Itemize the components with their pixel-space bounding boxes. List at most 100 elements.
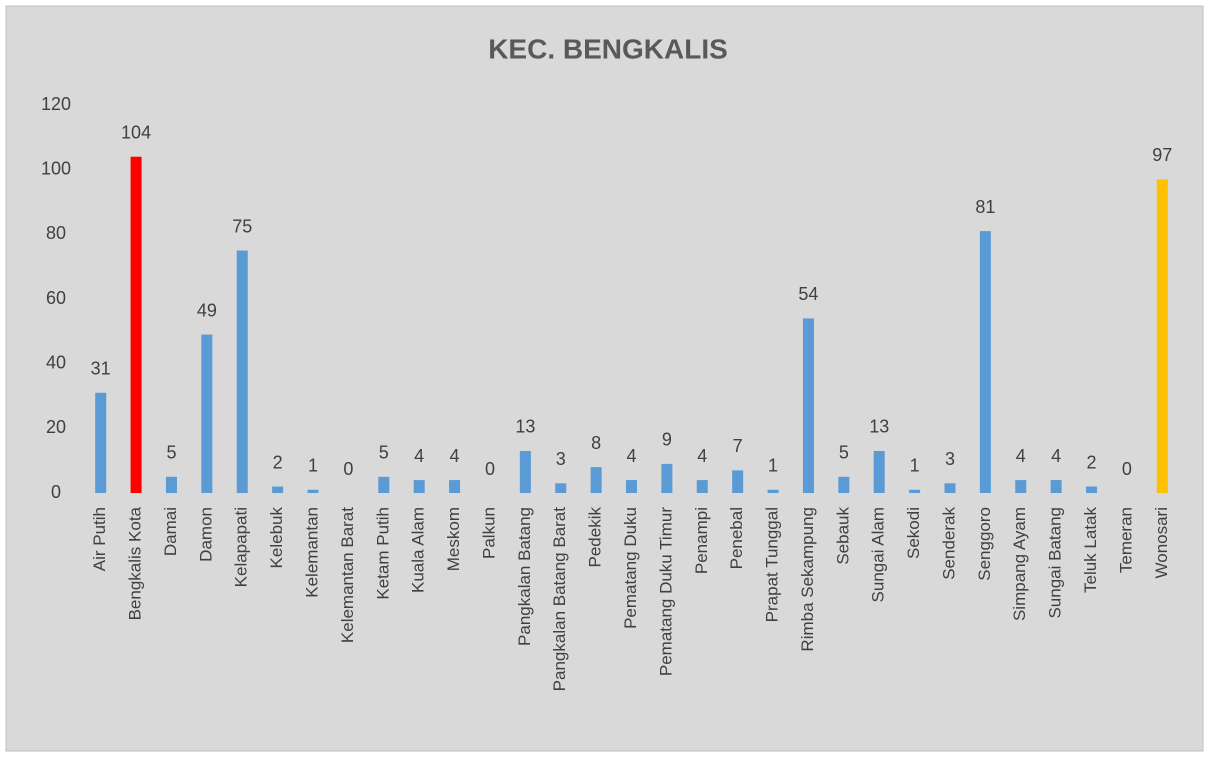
y-tick-label: 120 xyxy=(41,94,71,114)
bar xyxy=(1086,486,1098,493)
x-tick-label: Temeran xyxy=(1116,507,1135,573)
x-tick-label: Sekodi xyxy=(904,507,923,559)
x-tick-label: Kelemantan Barat xyxy=(338,507,357,643)
bar xyxy=(767,489,779,493)
data-label: 8 xyxy=(591,433,601,453)
x-tick-label: Penampi xyxy=(692,507,711,574)
bar xyxy=(732,470,744,493)
y-tick-label: 0 xyxy=(51,482,61,502)
data-label: 2 xyxy=(1087,452,1097,472)
bar xyxy=(873,450,885,493)
x-tick-label: Pangkalan Batang xyxy=(515,507,534,646)
data-label: 4 xyxy=(697,446,707,466)
x-tick-label: Meskom xyxy=(444,507,463,571)
x-tick-label: Bengkalis Kota xyxy=(126,506,145,620)
data-label: 5 xyxy=(839,443,849,463)
data-label: 4 xyxy=(1016,446,1026,466)
bar xyxy=(519,450,531,493)
x-tick-label: Ketam Putih xyxy=(373,507,392,600)
bar xyxy=(201,334,213,493)
y-tick-label: 60 xyxy=(46,288,66,308)
x-tick-label: Kelapapati xyxy=(232,507,251,587)
bar xyxy=(449,480,461,493)
y-tick-label: 100 xyxy=(41,158,71,178)
data-label: 13 xyxy=(515,417,535,437)
bar xyxy=(944,483,956,493)
data-label: 1 xyxy=(308,456,318,476)
bar xyxy=(1156,179,1168,493)
x-tick-label: Air Putih xyxy=(90,507,109,571)
x-tick-label: Pematang Duku xyxy=(621,507,640,629)
data-label: 1 xyxy=(768,456,778,476)
data-label: 0 xyxy=(485,459,495,479)
bar xyxy=(378,476,390,493)
bar xyxy=(236,250,248,493)
bar xyxy=(909,489,921,493)
y-tick-label: 20 xyxy=(46,417,66,437)
data-label: 0 xyxy=(343,459,353,479)
x-tick-label: Sungai Alam xyxy=(869,507,888,602)
x-tick-label: Sungai Batang xyxy=(1046,507,1065,619)
bar xyxy=(838,476,850,493)
data-label: 4 xyxy=(626,446,636,466)
bar xyxy=(272,486,284,493)
x-tick-label: Penebal xyxy=(727,507,746,569)
data-label: 7 xyxy=(733,436,743,456)
bar xyxy=(413,480,425,493)
data-label: 1 xyxy=(910,456,920,476)
bar xyxy=(1050,480,1062,493)
data-label: 0 xyxy=(1122,459,1132,479)
chart-background xyxy=(5,5,1204,752)
x-tick-label: Prapat Tunggal xyxy=(763,507,782,622)
x-tick-label: Kelebuk xyxy=(267,507,286,569)
chart-title: KEC. BENGKALIS xyxy=(488,33,728,64)
bar xyxy=(802,318,814,493)
data-label: 4 xyxy=(1051,446,1061,466)
data-label: 104 xyxy=(121,122,151,142)
bar xyxy=(95,392,107,493)
x-tick-label: Senggoro xyxy=(975,507,994,581)
x-tick-label: Sebauk xyxy=(833,507,852,565)
x-tick-label: Teluk Latak xyxy=(1081,507,1100,593)
x-tick-label: Pedekik xyxy=(586,507,605,568)
x-tick-label: Rimba Sekampung xyxy=(798,507,817,652)
bar xyxy=(696,480,708,493)
data-label: 81 xyxy=(975,197,995,217)
bar xyxy=(979,231,991,493)
x-tick-label: Damai xyxy=(161,507,180,556)
bar xyxy=(307,489,319,493)
x-tick-label: Kuala Alam xyxy=(409,507,428,593)
x-tick-label: Palkun xyxy=(479,507,498,559)
bar xyxy=(165,476,177,493)
data-label: 4 xyxy=(450,446,460,466)
bar xyxy=(555,483,567,493)
data-label: 3 xyxy=(556,449,566,469)
x-tick-label: Pematang Duku Timur xyxy=(656,507,675,676)
x-tick-label: Wonosari xyxy=(1152,507,1171,579)
data-label: 2 xyxy=(273,452,283,472)
data-label: 54 xyxy=(798,284,818,304)
data-label: 9 xyxy=(662,430,672,450)
data-label: 3 xyxy=(945,449,955,469)
x-tick-label: Senderak xyxy=(939,507,958,580)
data-label: 31 xyxy=(91,359,111,379)
bar xyxy=(1015,480,1027,493)
bar xyxy=(590,467,602,493)
data-label: 49 xyxy=(197,300,217,320)
bar xyxy=(130,156,142,493)
data-label: 75 xyxy=(232,216,252,236)
x-tick-label: Simpang Ayam xyxy=(1010,507,1029,621)
data-label: 13 xyxy=(869,417,889,437)
x-tick-label: Damon xyxy=(196,507,215,562)
bar xyxy=(661,463,673,493)
y-tick-label: 40 xyxy=(46,352,66,372)
y-tick-label: 80 xyxy=(46,223,66,243)
x-tick-label: Kelemantan xyxy=(303,507,322,598)
data-label: 5 xyxy=(166,443,176,463)
data-label: 4 xyxy=(414,446,424,466)
data-label: 97 xyxy=(1152,145,1172,165)
x-tick-label: Pangkalan Batang Barat xyxy=(550,507,569,692)
data-label: 5 xyxy=(379,443,389,463)
bar xyxy=(626,480,637,493)
